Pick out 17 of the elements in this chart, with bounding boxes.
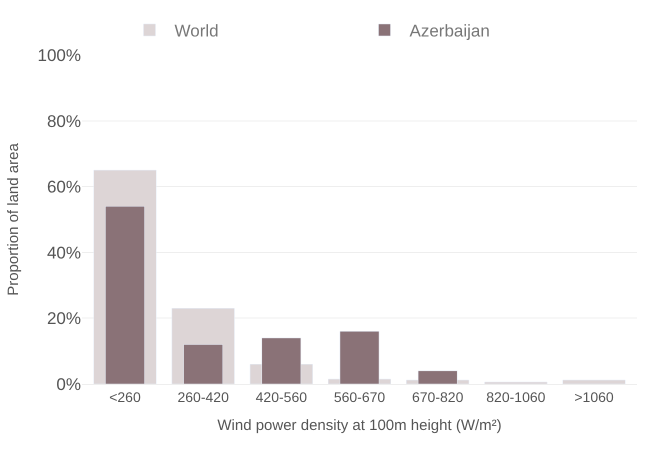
- y-axis-title: Proportion of land area: [4, 142, 22, 296]
- y-tick-label: 60%: [46, 178, 81, 197]
- x-tick-label: >1060: [574, 388, 614, 405]
- x-tick-label: <260: [109, 388, 141, 405]
- y-tick-label: 40%: [46, 243, 81, 262]
- y-tick-label: 100%: [38, 46, 81, 65]
- x-tick-label: 420-560: [256, 388, 308, 405]
- x-tick-label: 820-1060: [486, 388, 546, 405]
- x-tick-label: 560-670: [334, 388, 386, 405]
- legend-label: Azerbaijan: [410, 22, 490, 41]
- x-tick-label: 260-420: [177, 388, 230, 405]
- x-tick-label: 670-820: [412, 388, 464, 405]
- y-tick-label: 80%: [46, 112, 81, 131]
- y-tick-label: 20%: [46, 309, 81, 328]
- y-tick-label: 0%: [56, 374, 81, 394]
- x-axis-title: Wind power density at 100m height (W/m²): [217, 416, 502, 434]
- legend-label: World: [174, 22, 219, 41]
